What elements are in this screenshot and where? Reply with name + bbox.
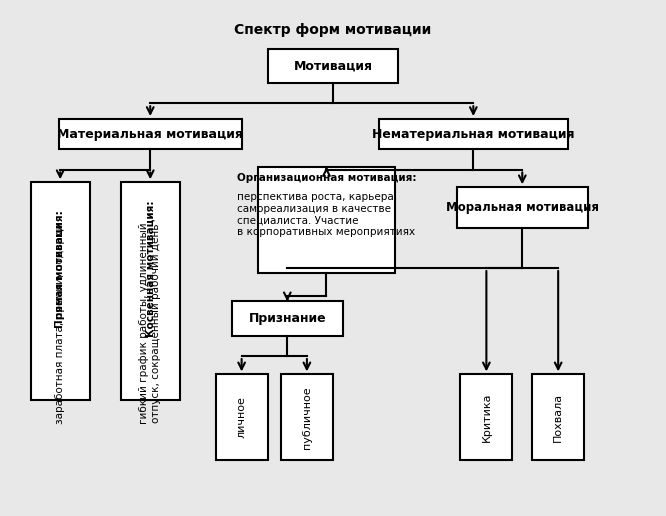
Text: личное: личное — [236, 396, 246, 438]
FancyBboxPatch shape — [268, 49, 398, 83]
Text: публичное: публичное — [302, 386, 312, 448]
Text: Организационная мотивация:: Организационная мотивация: — [236, 173, 416, 183]
Text: Материальная мотивация: Материальная мотивация — [57, 127, 243, 140]
FancyBboxPatch shape — [232, 301, 343, 336]
FancyBboxPatch shape — [460, 374, 513, 460]
Text: заработная плата, премии, подарки: заработная плата, премии, подарки — [55, 223, 65, 424]
Text: Критика: Критика — [482, 393, 492, 442]
FancyBboxPatch shape — [121, 182, 180, 399]
FancyBboxPatch shape — [281, 374, 333, 460]
FancyBboxPatch shape — [31, 182, 89, 399]
FancyBboxPatch shape — [216, 374, 268, 460]
Text: Мотивация: Мотивация — [294, 59, 372, 72]
Text: Косвенная мотивация:: Косвенная мотивация: — [145, 201, 155, 337]
FancyBboxPatch shape — [379, 119, 568, 149]
Text: Прямая мотивация:: Прямая мотивация: — [55, 210, 65, 328]
Text: Моральная мотивация: Моральная мотивация — [446, 201, 599, 214]
Text: Нематериальная мотивация: Нематериальная мотивация — [372, 127, 575, 140]
Text: перспектива роста, карьера,
самореализация в качестве
специалиста. Участие
в кор: перспектива роста, карьера, самореализац… — [237, 192, 416, 237]
Text: гибкий график работы, удлиненный
отпуск, сокращенный рабочий день: гибкий график работы, удлиненный отпуск,… — [139, 223, 161, 424]
FancyBboxPatch shape — [258, 167, 395, 273]
FancyBboxPatch shape — [457, 187, 587, 228]
Text: Спектр форм мотивации: Спектр форм мотивации — [234, 23, 432, 37]
FancyBboxPatch shape — [532, 374, 584, 460]
Text: Похвала: Похвала — [553, 393, 563, 442]
Text: Признание: Признание — [248, 312, 326, 325]
FancyBboxPatch shape — [59, 119, 242, 149]
